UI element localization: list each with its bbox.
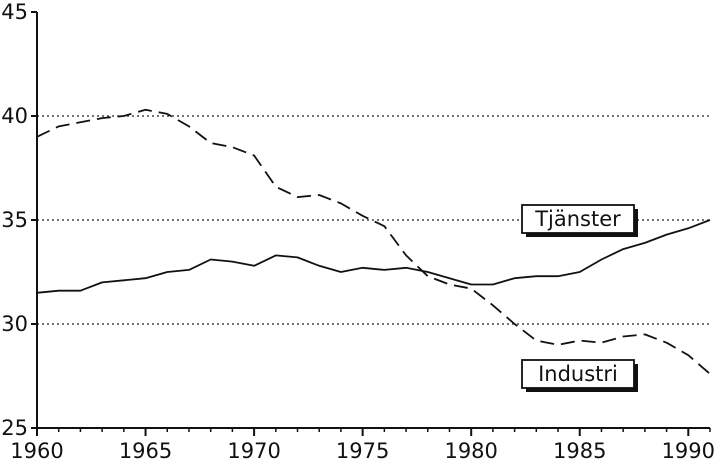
y-axis-ticks: 25 30 35 40 45	[1, 0, 37, 440]
y-tick-label-30: 30	[1, 312, 28, 336]
series-line-industri	[36, 108, 711, 375]
y-tick-label-25: 25	[1, 416, 28, 440]
label-box	[521, 204, 635, 234]
x-tick-label-1990: 1990	[662, 439, 714, 462]
x-tick-label-1985: 1985	[553, 439, 606, 462]
y-tick-label-35: 35	[1, 208, 28, 232]
x-tick-label-1970: 1970	[227, 439, 280, 462]
x-axis-ticks: 1960 1965 1970 1975 1980 1985 1990	[10, 428, 714, 462]
x-tick-label-1975: 1975	[336, 439, 389, 462]
x-tick-label-1980: 1980	[444, 439, 497, 462]
label-text: Tjänster	[534, 207, 621, 231]
series-line-tjänster	[36, 219, 711, 294]
series-labels: Tjänster Industri	[521, 204, 638, 392]
series-label-tjänster: Tjänster	[521, 204, 638, 237]
series-lines	[36, 108, 711, 375]
y-tick-label-45: 45	[1, 0, 28, 24]
series-label-industri: Industri	[521, 359, 638, 392]
label-box	[521, 359, 635, 389]
x-tick-label-1965: 1965	[119, 439, 172, 462]
label-text: Industri	[538, 362, 618, 386]
x-tick-label-1960: 1960	[10, 439, 63, 462]
y-tick-label-40: 40	[1, 104, 28, 128]
